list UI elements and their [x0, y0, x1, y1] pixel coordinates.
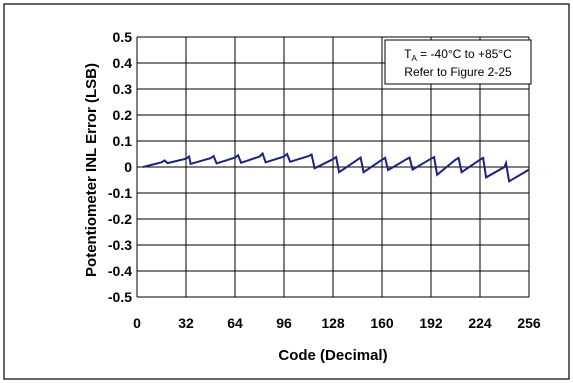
x-axis-title: Code (Decimal)	[278, 347, 387, 364]
y-tick-label: 0.3	[113, 81, 133, 97]
plot-series	[142, 151, 530, 183]
y-tick-label: 0.2	[113, 107, 133, 123]
x-tick-label: 96	[276, 315, 292, 331]
annotation-frame	[384, 39, 532, 85]
tick-labels: 0.50.40.30.20.10-0.1-0.2-0.3-0.4-0.50 32 6…	[108, 29, 541, 331]
y-tick-label: 0	[124, 159, 132, 175]
annotation-line-1: TA = -40°C to +85°C	[404, 47, 512, 63]
inl-series-line	[142, 151, 530, 183]
y-tick-label: -0.2	[108, 211, 132, 227]
y-tick-label: 0.5	[113, 29, 133, 45]
y-tick-label: 0.4	[113, 55, 133, 71]
y-axis-title: Potentiometer INL Error (LSB)	[83, 63, 100, 277]
y-tick-label: 0.1	[113, 133, 133, 149]
annotation-box: TA = -40°C to +85°C Refer to Figure 2-25	[384, 39, 532, 85]
x-tick-label: 224	[468, 315, 492, 331]
y-tick-label: -0.3	[108, 237, 132, 253]
x-tick-label: 256	[517, 315, 541, 331]
plot-grid	[136, 36, 530, 298]
annotation-line-2: Refer to Figure 2-25	[404, 65, 512, 79]
y-tick-label: -0.5	[108, 289, 132, 305]
annotation-temp-symbol: T	[404, 47, 412, 61]
chart-frame	[3, 3, 570, 380]
y-tick-label: -0.4	[108, 263, 132, 279]
x-tick-label: 64	[227, 315, 243, 331]
x-tick-label: 160	[370, 315, 394, 331]
x-tick-label: 192	[419, 315, 443, 331]
y-tick-label: -0.1	[108, 185, 132, 201]
x-tick-label: 0	[133, 315, 141, 331]
annotation-temp-subscript: A	[412, 54, 418, 63]
annotation-temp-range: = -40°C to +85°C	[417, 47, 512, 61]
x-tick-label: 128	[321, 315, 345, 331]
x-tick-label: 32	[178, 315, 194, 331]
